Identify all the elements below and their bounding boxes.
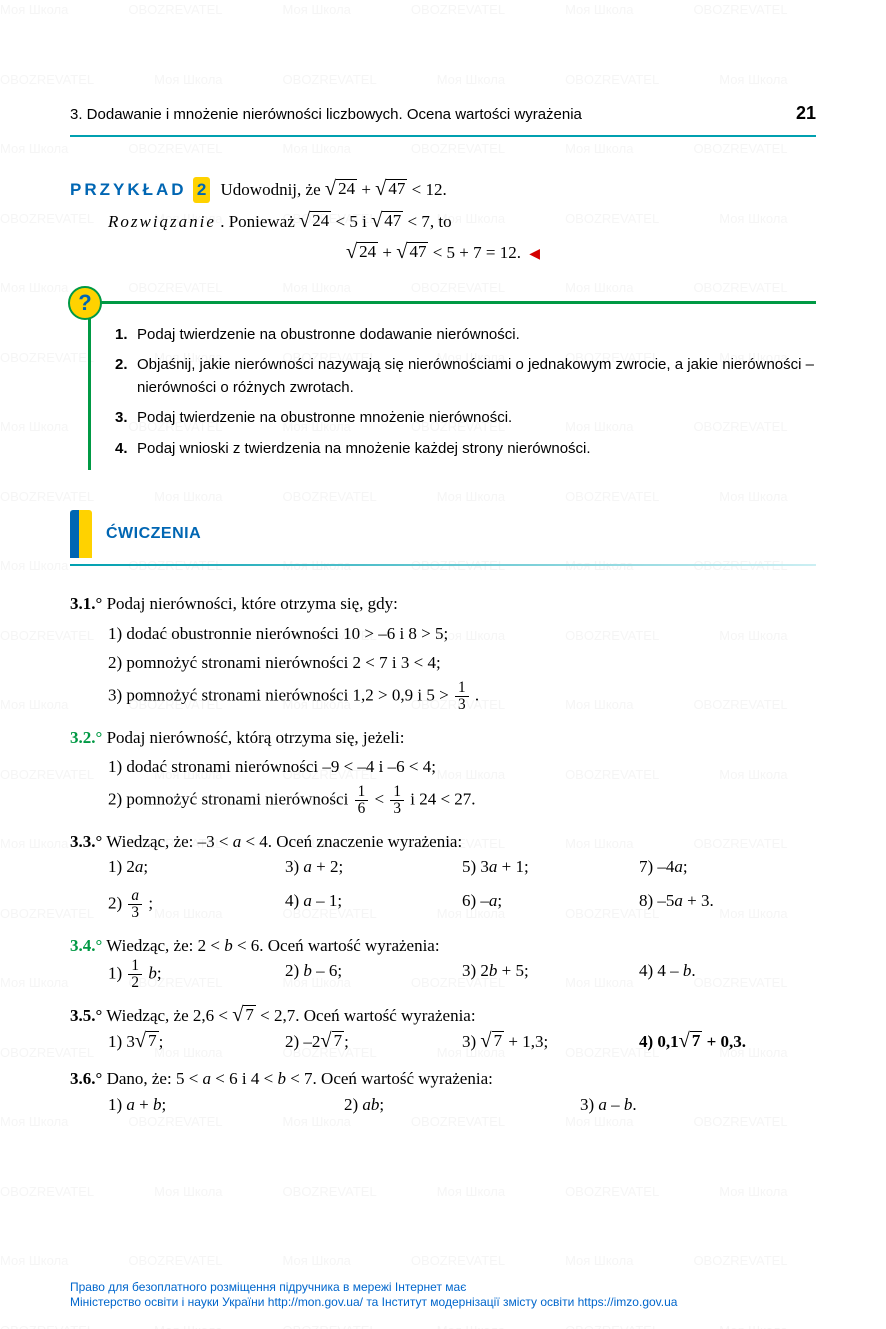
exercise-subitem: 6) –a; bbox=[462, 888, 639, 921]
exercise-subitem: 1) 3√7; bbox=[108, 1029, 285, 1055]
exercise-subitem: 1) 12 b; bbox=[108, 958, 285, 991]
exercise-subitem: 7) –4a; bbox=[639, 854, 816, 880]
question-mark-icon: ? bbox=[68, 286, 102, 320]
exercises-header: ĆWICZENIA bbox=[70, 510, 816, 566]
footer-link[interactable]: https://imzo.gov.ua bbox=[578, 1295, 678, 1309]
exercise-subitem: 4) 4 – b. bbox=[639, 958, 816, 991]
exercise-subitem: 1) dodać stronami nierówności –9 < –4 i … bbox=[108, 754, 816, 780]
exercise-subitem: 3) 2b + 5; bbox=[462, 958, 639, 991]
exercise-3-3: 3.3.° Wiedząc, że: –3 < a < 4. Oceń znac… bbox=[70, 829, 816, 921]
end-mark-icon: ◀ bbox=[529, 247, 540, 262]
exercises-rule bbox=[70, 564, 816, 566]
exercise-subitem: 2) pomnożyć stronami nierówności 2 < 7 i… bbox=[108, 650, 816, 676]
section-title: 3. Dodawanie i mnożenie nierówności licz… bbox=[70, 104, 582, 127]
header-rule bbox=[70, 135, 816, 137]
example-prompt: Udowodnij, że √24 + √47 < 12. bbox=[221, 180, 447, 199]
exercise-3-1: 3.1.° Podaj nierówności, które otrzyma s… bbox=[70, 591, 816, 713]
exercise-subitem: 4) 0,1√7 + 0,3. bbox=[639, 1029, 816, 1055]
exercise-subitem: 2) pomnożyć stronami nierówności 16 < 13… bbox=[108, 784, 816, 817]
exercise-subitem: 5) 3a + 1; bbox=[462, 854, 639, 880]
exercise-subitem: 1) dodać obustronnie nierówności 10 > –6… bbox=[108, 621, 816, 647]
page-footer: Право для безоплатного розміщення підруч… bbox=[70, 1280, 856, 1311]
questions-block: ? 1.Podaj twierdzenie na obustronne doda… bbox=[70, 301, 816, 471]
solution-label: Rozwiązanie bbox=[108, 212, 216, 231]
exercises-flag-icon bbox=[70, 510, 92, 558]
exercise-3-6: 3.6.° Dano, że: 5 < a < 6 i 4 < b < 7. O… bbox=[70, 1066, 816, 1117]
exercise-subitem: 4) a – 1; bbox=[285, 888, 462, 921]
exercise-3-5: 3.5.° Wiedząc, że 2,6 < √7 < 2,7. Oceń w… bbox=[70, 1003, 816, 1054]
question-item: 4.Podaj wnioski z twierdzenia na mnożeni… bbox=[115, 438, 816, 461]
question-item: 3.Podaj twierdzenie na obustronne mnożen… bbox=[115, 407, 816, 430]
footer-link[interactable]: http://mon.gov.ua/ bbox=[268, 1295, 363, 1309]
example-number: 2 bbox=[193, 177, 210, 203]
exercise-subitem: 2) –2√7; bbox=[285, 1029, 462, 1055]
exercise-subitem: 2) a3 ; bbox=[108, 888, 285, 921]
example-label: PRZYKŁAD bbox=[70, 180, 187, 199]
exercises-title: ĆWICZENIA bbox=[106, 522, 201, 546]
exercise-subitem: 3) a + 2; bbox=[285, 854, 462, 880]
exercise-subitem: 3) a – b. bbox=[580, 1092, 816, 1118]
question-item: 1.Podaj twierdzenie na obustronne dodawa… bbox=[115, 324, 816, 347]
questions-top-rule bbox=[88, 301, 816, 304]
exercise-3-4: 3.4.° Wiedząc, że: 2 < b < 6. Oceń warto… bbox=[70, 933, 816, 992]
exercise-subitem: 3) pomnożyć stronami nierówności 1,2 > 0… bbox=[108, 680, 816, 713]
exercise-subitem: 8) –5a + 3. bbox=[639, 888, 816, 921]
question-item: 2.Objaśnij, jakie nierówności nazywają s… bbox=[115, 354, 816, 399]
exercise-subitem: 2) ab; bbox=[344, 1092, 580, 1118]
page-content: 3. Dodawanie i mnożenie nierówności licz… bbox=[0, 0, 886, 1169]
example-block: PRZYKŁAD 2 Udowodnij, że √24 + √47 < 12.… bbox=[70, 177, 816, 266]
exercise-subitem: 1) a + b; bbox=[108, 1092, 344, 1118]
page-number: 21 bbox=[796, 100, 816, 127]
exercise-subitem: 3) √7 + 1,3; bbox=[462, 1029, 639, 1055]
exercise-3-2: 3.2.° Podaj nierówność, którą otrzyma si… bbox=[70, 725, 816, 817]
page-header: 3. Dodawanie i mnożenie nierówności licz… bbox=[70, 100, 816, 127]
example-result: √24 + √47 < 5 + 7 = 12. ◀ bbox=[70, 240, 816, 266]
exercise-subitem: 2) b – 6; bbox=[285, 958, 462, 991]
exercise-subitem: 1) 2a; bbox=[108, 854, 285, 880]
